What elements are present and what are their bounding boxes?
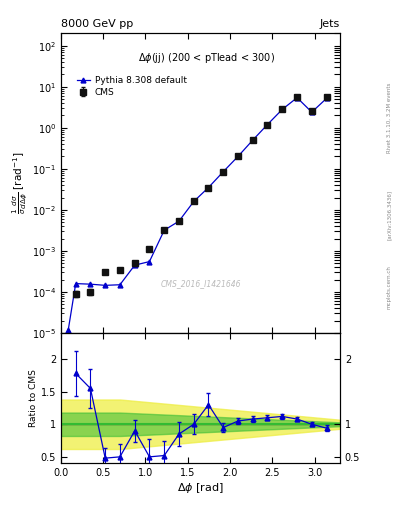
Pythia 8.308 default	[236, 154, 241, 160]
Pythia 8.308 default	[250, 137, 255, 143]
Legend: Pythia 8.308 default, CMS: Pythia 8.308 default, CMS	[74, 74, 189, 99]
Pythia 8.308 default	[88, 281, 93, 287]
Pythia 8.308 default	[309, 109, 314, 115]
Pythia 8.308 default	[324, 95, 329, 101]
Pythia 8.308 default	[295, 95, 299, 101]
Text: 8000 GeV pp: 8000 GeV pp	[61, 19, 133, 30]
Pythia 8.308 default	[132, 262, 137, 268]
Y-axis label: $\frac{1}{\sigma}\frac{d\sigma}{d\Delta\phi}$ [rad$^{-1}$]: $\frac{1}{\sigma}\frac{d\sigma}{d\Delta\…	[11, 152, 31, 215]
Pythia 8.308 default	[118, 282, 122, 288]
Text: [arXiv:1306.3436]: [arXiv:1306.3436]	[387, 190, 392, 240]
Pythia 8.308 default	[176, 218, 181, 224]
Pythia 8.308 default	[162, 227, 167, 233]
Pythia 8.308 default	[221, 168, 226, 175]
Pythia 8.308 default	[280, 106, 285, 113]
Pythia 8.308 default	[206, 184, 211, 190]
Pythia 8.308 default	[147, 259, 152, 265]
Text: $\Delta\phi$(jj) (200 < pTlead < 300): $\Delta\phi$(jj) (200 < pTlead < 300)	[138, 51, 274, 65]
Pythia 8.308 default	[191, 199, 196, 205]
Text: mcplots.cern.ch: mcplots.cern.ch	[387, 265, 392, 309]
Y-axis label: Ratio to CMS: Ratio to CMS	[29, 369, 38, 427]
Pythia 8.308 default	[265, 121, 270, 127]
Pythia 8.308 default	[66, 327, 71, 333]
X-axis label: $\Delta\phi$ [rad]: $\Delta\phi$ [rad]	[177, 481, 224, 495]
Text: Rivet 3.1.10, 3.2M events: Rivet 3.1.10, 3.2M events	[387, 82, 392, 153]
Line: Pythia 8.308 default: Pythia 8.308 default	[66, 95, 329, 332]
Pythia 8.308 default	[73, 281, 78, 287]
Text: CMS_2016_I1421646: CMS_2016_I1421646	[160, 279, 241, 288]
Text: Jets: Jets	[320, 19, 340, 30]
Pythia 8.308 default	[103, 282, 108, 288]
